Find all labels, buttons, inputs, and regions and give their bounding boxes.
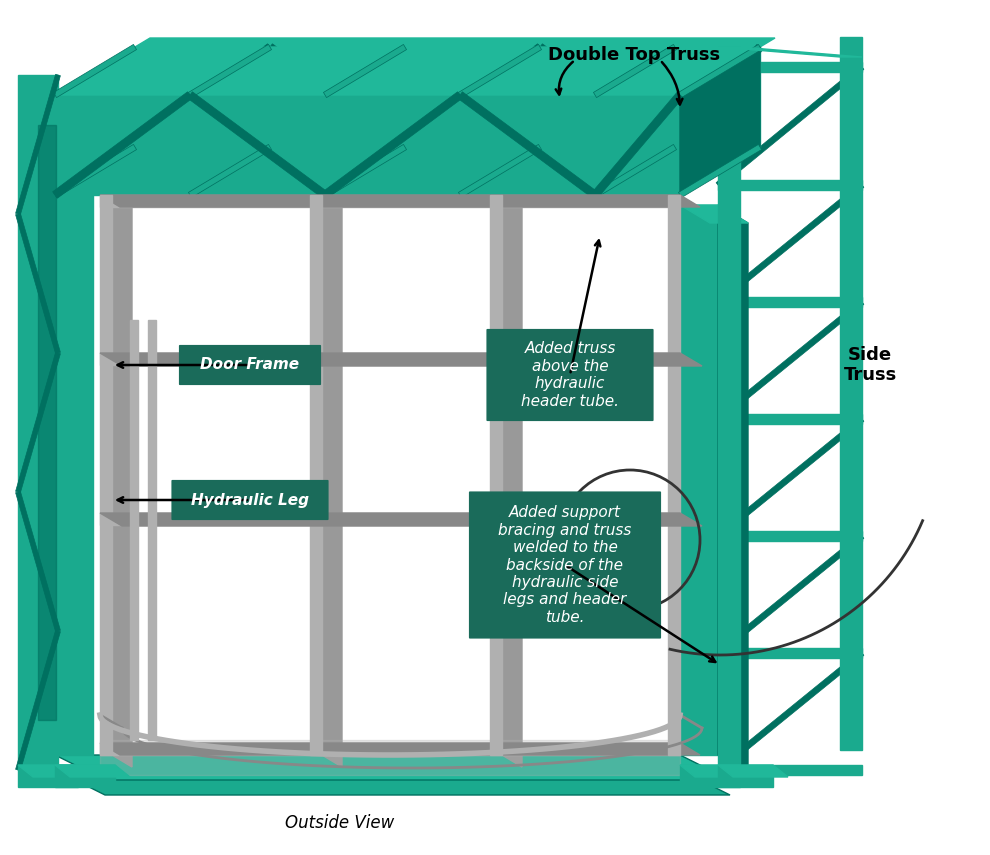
Bar: [718, 765, 862, 775]
Bar: [18, 765, 78, 787]
Polygon shape: [16, 74, 60, 215]
Polygon shape: [678, 44, 761, 97]
Bar: [55, 765, 115, 787]
Polygon shape: [593, 144, 676, 198]
Polygon shape: [672, 44, 763, 150]
Bar: [130, 320, 138, 740]
Bar: [100, 195, 680, 207]
Text: Added support
bracing and truss
welded to the
backside of the
hydraulic side
leg: Added support bracing and truss welded t…: [498, 505, 632, 625]
Polygon shape: [718, 765, 788, 777]
Polygon shape: [100, 353, 702, 366]
Polygon shape: [680, 765, 755, 777]
Bar: [840, 37, 862, 750]
Polygon shape: [53, 144, 137, 198]
Polygon shape: [55, 770, 730, 795]
Polygon shape: [716, 183, 864, 304]
Polygon shape: [55, 47, 760, 95]
Polygon shape: [593, 44, 676, 97]
Polygon shape: [458, 44, 542, 97]
Bar: [100, 195, 112, 755]
Polygon shape: [718, 47, 862, 57]
Polygon shape: [322, 195, 342, 767]
Polygon shape: [592, 92, 683, 198]
Polygon shape: [678, 144, 761, 198]
Bar: [608, 528, 643, 536]
Polygon shape: [135, 38, 775, 47]
Polygon shape: [55, 755, 730, 780]
Bar: [135, 47, 760, 147]
Bar: [718, 62, 862, 72]
Polygon shape: [680, 47, 760, 195]
Bar: [608, 554, 643, 562]
Polygon shape: [188, 144, 271, 198]
Bar: [55, 95, 93, 755]
Polygon shape: [502, 195, 522, 767]
Bar: [18, 75, 58, 770]
Polygon shape: [716, 65, 864, 187]
Polygon shape: [100, 743, 700, 755]
Polygon shape: [458, 144, 542, 198]
Bar: [100, 513, 680, 525]
Polygon shape: [18, 765, 93, 777]
Bar: [718, 47, 740, 770]
Polygon shape: [716, 299, 864, 422]
Polygon shape: [716, 416, 864, 539]
FancyBboxPatch shape: [487, 330, 652, 420]
Bar: [38, 125, 56, 720]
Polygon shape: [53, 44, 137, 97]
Polygon shape: [323, 91, 462, 198]
Polygon shape: [20, 95, 93, 115]
Bar: [718, 531, 862, 541]
Bar: [718, 180, 862, 190]
Polygon shape: [680, 205, 748, 223]
Polygon shape: [112, 195, 132, 767]
FancyBboxPatch shape: [180, 346, 320, 384]
Text: Side
Truss: Side Truss: [843, 345, 897, 385]
Polygon shape: [100, 195, 700, 207]
Polygon shape: [20, 95, 55, 775]
Bar: [718, 414, 862, 424]
Polygon shape: [55, 765, 130, 777]
Polygon shape: [16, 213, 60, 354]
Bar: [310, 195, 322, 755]
Polygon shape: [716, 534, 864, 655]
Text: Double Top Truss: Double Top Truss: [548, 46, 720, 64]
Polygon shape: [716, 651, 864, 772]
Bar: [680, 765, 740, 787]
Polygon shape: [188, 44, 271, 97]
Polygon shape: [188, 91, 328, 198]
Polygon shape: [52, 91, 192, 198]
Bar: [100, 743, 680, 755]
Polygon shape: [16, 352, 60, 492]
Polygon shape: [267, 44, 407, 150]
Bar: [668, 195, 680, 755]
Text: Outside View: Outside View: [285, 814, 395, 832]
Polygon shape: [16, 630, 60, 770]
Bar: [100, 353, 680, 365]
Polygon shape: [403, 44, 543, 150]
Bar: [490, 195, 502, 755]
FancyBboxPatch shape: [172, 481, 328, 519]
Polygon shape: [324, 144, 407, 198]
Bar: [148, 320, 156, 740]
Bar: [622, 531, 628, 559]
Polygon shape: [133, 44, 272, 150]
Bar: [718, 648, 862, 658]
Polygon shape: [457, 91, 597, 198]
Polygon shape: [718, 205, 748, 773]
Bar: [718, 297, 862, 307]
Bar: [718, 765, 773, 787]
Text: Door Frame: Door Frame: [200, 357, 300, 373]
Text: Added truss
above the
hydraulic
header tube.: Added truss above the hydraulic header t…: [521, 341, 619, 409]
Polygon shape: [324, 44, 407, 97]
Polygon shape: [538, 44, 677, 150]
Bar: [680, 205, 718, 755]
Bar: [55, 95, 680, 195]
Text: Hydraulic Leg: Hydraulic Leg: [191, 492, 309, 508]
Polygon shape: [100, 513, 702, 526]
FancyBboxPatch shape: [470, 492, 660, 638]
Polygon shape: [16, 492, 60, 632]
Bar: [55, 95, 93, 755]
